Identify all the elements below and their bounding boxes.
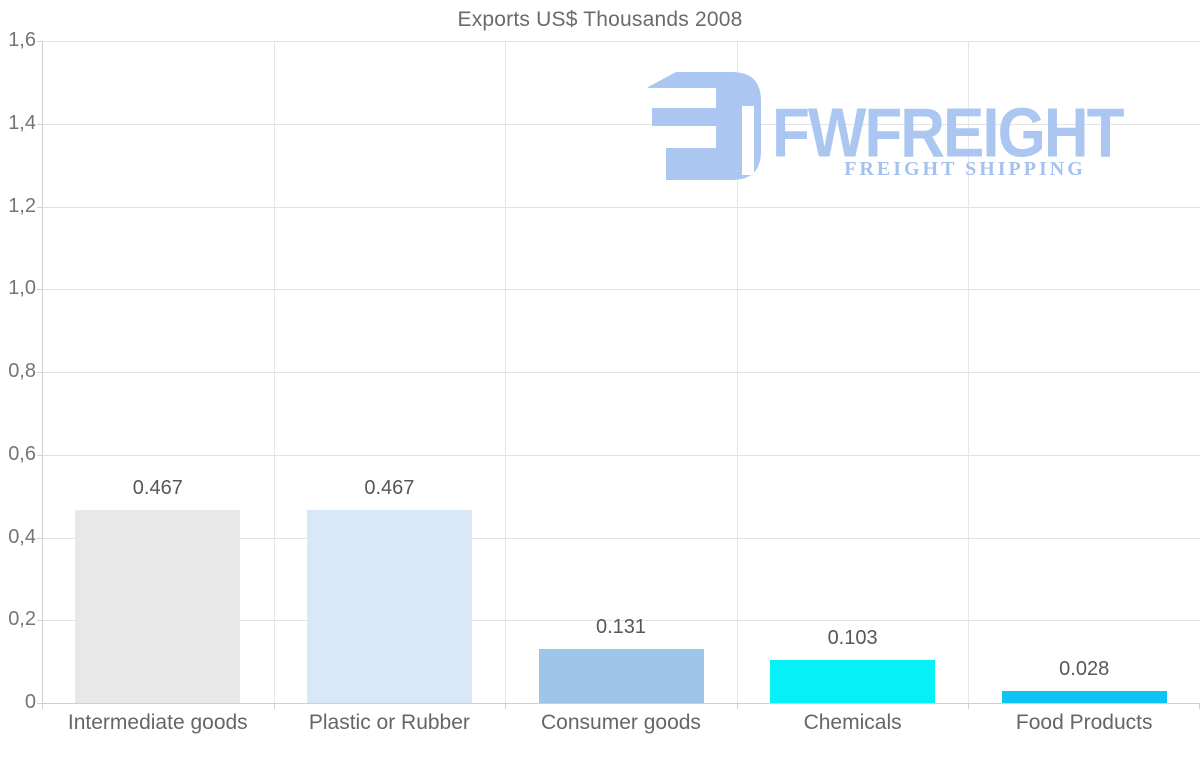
y-tick-mark [37,41,42,42]
y-tick-label: 1,6 [8,29,36,51]
y-gridline [42,123,1200,125]
x-category-label: Intermediate goods [67,711,248,734]
bar-value-label: 0.131 [595,616,647,638]
x-tick-mark [968,703,970,709]
y-gridline [42,372,1200,373]
y-gridline [42,454,1200,456]
y-tick-label: 1,4 [8,111,36,134]
category-gridline [736,41,738,703]
y-gridline [42,41,1200,42]
watermark-brand-text: FWFREIGHT [772,95,1125,173]
bar-consumer-goods[interactable] [538,649,704,703]
fwfreight-logo-icon [648,72,761,180]
y-gridline [42,620,1200,622]
category-gridline [968,41,970,703]
x-category-label: Food Products [1015,711,1153,734]
y-axis-line [42,41,43,709]
y-gridline [42,206,1200,208]
y-tick-label: 1,0 [8,277,36,300]
y-tick-mark [37,206,42,208]
bar-value-label: 0.103 [827,627,878,649]
category-gridline [505,41,507,703]
bar-food-products[interactable] [1001,691,1167,703]
x-tick-mark [736,703,738,709]
y-tick-mark [37,703,42,704]
y-tick-mark [37,454,42,456]
x-category-label: Plastic or Rubber [308,711,470,734]
y-tick-label: 0,4 [8,525,36,548]
bar-value-label: 0.467 [364,477,415,499]
y-tick-mark [37,372,42,373]
bar-value-label: 0.028 [1059,658,1110,680]
y-tick-mark [37,620,42,622]
y-gridline [42,537,1200,539]
x-axis-line [42,703,1200,704]
y-tick-label: 0,6 [8,442,36,465]
x-category-label: Consumer goods [541,711,701,734]
y-tick-label: 0,8 [8,360,36,382]
x-tick-mark [505,703,507,709]
y-tick-mark [37,123,42,125]
x-category-label: Chemicals [803,711,902,734]
watermark-logo: FWFREIGHT FREIGHT SHIPPING [648,70,1158,185]
watermark-tagline-text: FREIGHT SHIPPING [844,158,1086,180]
chart-title: Exports US$ Thousands 2008 [457,8,743,31]
y-gridline [42,289,1200,291]
x-tick-mark [273,703,275,709]
bar-plastic-or-rubber[interactable] [306,510,472,703]
bar-value-label: 0.467 [132,477,183,499]
y-tick-label: 1,2 [8,194,36,217]
bar-chemicals[interactable] [770,660,936,703]
bar-intermediate-goods[interactable] [75,510,241,703]
y-tick-mark [37,537,42,539]
y-tick-label: 0,2 [8,608,36,631]
y-tick-label: 0 [24,691,36,713]
y-tick-mark [37,289,42,291]
category-gridline [273,41,275,703]
